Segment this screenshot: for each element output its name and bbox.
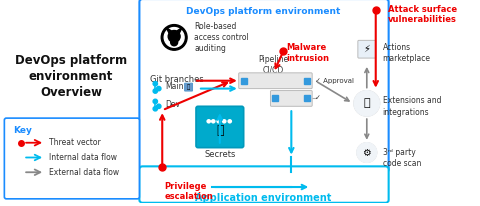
Circle shape [164, 28, 184, 47]
Text: Secrets: Secrets [204, 150, 236, 159]
Text: Key: Key [13, 126, 32, 135]
FancyBboxPatch shape [239, 73, 312, 89]
Text: ✓ Approval: ✓ Approval [315, 78, 354, 84]
Text: 🖥: 🖥 [363, 98, 370, 108]
Text: ●●●●●: ●●●●● [206, 119, 234, 124]
Text: DevOps platform environment: DevOps platform environment [186, 7, 341, 16]
Text: DevOps platform
environment
Overview: DevOps platform environment Overview [15, 54, 127, 99]
Circle shape [171, 39, 178, 46]
Circle shape [153, 99, 157, 104]
Polygon shape [176, 28, 182, 33]
Text: Extensions and
integrations: Extensions and integrations [383, 96, 441, 117]
Circle shape [156, 104, 161, 109]
Text: Attack surface
vulnerabilities: Attack surface vulnerabilities [388, 5, 457, 24]
FancyBboxPatch shape [196, 106, 244, 148]
Text: Application environment: Application environment [195, 193, 332, 203]
Circle shape [153, 107, 157, 111]
Circle shape [156, 87, 161, 91]
Circle shape [153, 89, 157, 93]
FancyBboxPatch shape [358, 40, 376, 58]
Text: Dev: Dev [165, 100, 180, 109]
Text: 🔒: 🔒 [187, 85, 190, 90]
Circle shape [354, 91, 380, 116]
Text: Actions
marketplace: Actions marketplace [383, 43, 431, 63]
Circle shape [168, 30, 180, 42]
Circle shape [153, 82, 157, 86]
FancyBboxPatch shape [4, 118, 139, 199]
Text: ✓: ✓ [315, 95, 321, 101]
Text: Privilege
escalation: Privilege escalation [164, 182, 213, 201]
FancyBboxPatch shape [139, 166, 389, 203]
FancyBboxPatch shape [185, 83, 192, 91]
Text: Git branches: Git branches [150, 75, 204, 84]
FancyBboxPatch shape [139, 0, 389, 172]
Text: Threat vector: Threat vector [49, 138, 101, 147]
Polygon shape [166, 28, 172, 33]
Text: ⚡: ⚡ [363, 44, 370, 54]
FancyBboxPatch shape [270, 91, 312, 106]
Circle shape [161, 25, 187, 50]
Text: External data flow: External data flow [49, 168, 119, 177]
Text: Role-based
access control
auditing: Role-based access control auditing [194, 22, 249, 53]
Text: Main: Main [165, 82, 184, 91]
Text: Internal data flow: Internal data flow [49, 153, 117, 162]
Text: ⚙: ⚙ [362, 147, 371, 158]
Circle shape [357, 143, 377, 162]
Text: Malware
intrusion: Malware intrusion [287, 43, 329, 63]
Text: 🔒: 🔒 [216, 124, 224, 137]
Text: 3ʳᵈ party
code scan: 3ʳᵈ party code scan [383, 148, 421, 168]
Text: Pipeline
CI/CD: Pipeline CI/CD [258, 55, 288, 75]
